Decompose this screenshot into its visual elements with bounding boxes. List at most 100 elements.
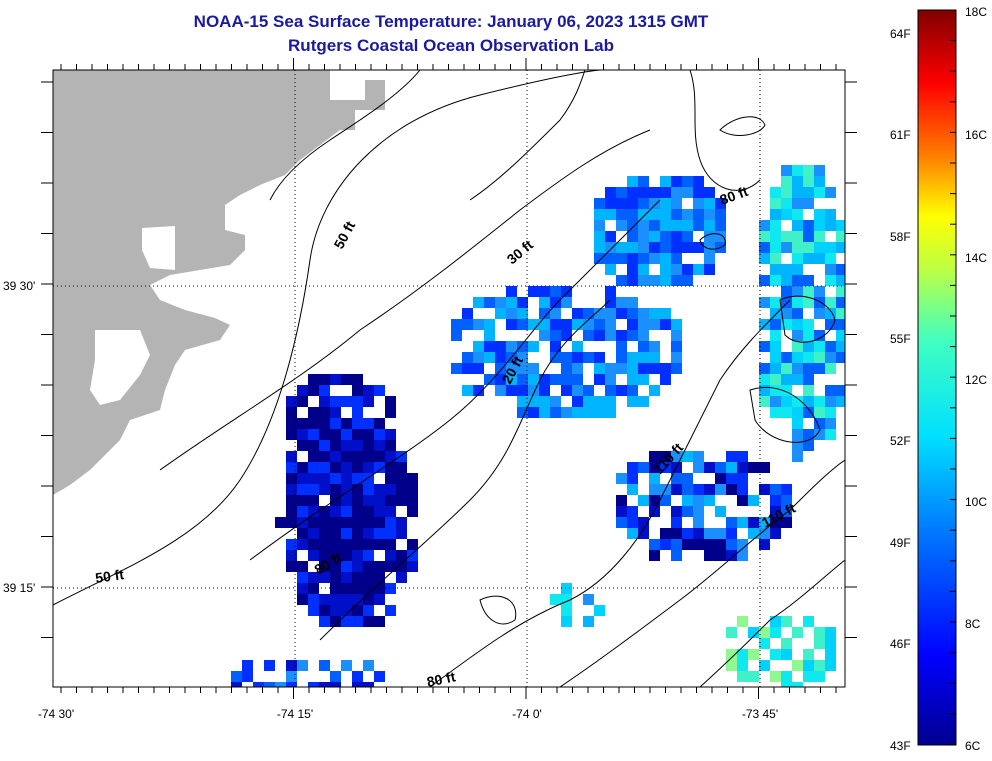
sst-pixel: [671, 275, 682, 286]
sst-pixel: [594, 319, 605, 330]
sst-pixel: [363, 473, 374, 484]
sst-pixel: [660, 176, 671, 187]
sst-pixel: [649, 308, 660, 319]
sst-pixel: [792, 253, 803, 264]
sst-pixel: [803, 319, 814, 330]
sst-pixel: [352, 495, 363, 506]
sst-pixel: [517, 308, 528, 319]
sst-pixel: [583, 308, 594, 319]
sst-pixel: [627, 517, 638, 528]
sst-pixel: [341, 594, 352, 605]
sst-pixel: [484, 352, 495, 363]
sst-pixel: [770, 506, 781, 517]
sst-pixel: [363, 495, 374, 506]
sst-pixel: [330, 495, 341, 506]
sst-pixel: [638, 330, 649, 341]
sst-pixel: [297, 396, 308, 407]
sst-pixel: [825, 649, 836, 660]
sst-pixel: [737, 473, 748, 484]
sst-pixel: [561, 616, 572, 627]
sst-pixel: [605, 297, 616, 308]
sst-pixel: [781, 374, 792, 385]
sst-pixel: [704, 495, 715, 506]
sst-pixel: [363, 539, 374, 550]
sst-pixel: [814, 209, 825, 220]
sst-pixel: [825, 341, 836, 352]
sst-pixel: [374, 418, 385, 429]
sst-pixel: [517, 385, 528, 396]
sst-pixel: [495, 363, 506, 374]
sst-pixel: [781, 231, 792, 242]
sst-pixel: [330, 539, 341, 550]
sst-pixel: [539, 396, 550, 407]
sst-pixel: [770, 264, 781, 275]
sst-pixel: [330, 462, 341, 473]
sst-pixel: [627, 374, 638, 385]
sst-pixel: [781, 297, 792, 308]
sst-pixel: [671, 198, 682, 209]
sst-pixel: [737, 660, 748, 671]
colorbar-fahrenheit-label: 61F: [890, 128, 911, 142]
sst-pixel: [550, 341, 561, 352]
grid-lines: [53, 70, 845, 687]
sst-pixel: [330, 418, 341, 429]
sst-pixel: [297, 572, 308, 583]
sst-pixel: [770, 649, 781, 660]
sst-pixel: [616, 495, 627, 506]
sst-pixel: [671, 330, 682, 341]
sst-pixel: [770, 528, 781, 539]
sst-pixel: [803, 429, 814, 440]
sst-pixel: [572, 308, 583, 319]
sst-pixel: [660, 275, 671, 286]
sst-pixel: [770, 242, 781, 253]
sst-pixel: [704, 264, 715, 275]
sst-pixel: [572, 319, 583, 330]
sst-pixel: [330, 407, 341, 418]
sst-pixel: [847, 297, 858, 308]
sst-pixel: [792, 165, 803, 176]
sst-pixel: [671, 319, 682, 330]
sst-pixel: [759, 319, 770, 330]
sst-pixel: [319, 616, 330, 627]
sst-pixel: [506, 308, 517, 319]
sst-pixel: [814, 407, 825, 418]
map-title: NOAA-15 Sea Surface Temperature: January…: [193, 12, 709, 31]
sst-pixel: [759, 297, 770, 308]
sst-pixel: [264, 682, 275, 687]
sst-pixel: [682, 451, 693, 462]
sst-pixel: [561, 407, 572, 418]
sst-pixel: [682, 176, 693, 187]
sst-pixel: [803, 242, 814, 253]
sst-pixel: [308, 682, 319, 687]
sst-pixel: [352, 671, 363, 682]
sst-pixel: [616, 242, 627, 253]
sst-pixel: [308, 407, 319, 418]
sst-pixel: [286, 484, 297, 495]
sst-pixel: [330, 473, 341, 484]
sst-pixel: [759, 275, 770, 286]
sst-pixel: [341, 396, 352, 407]
sst-pixel: [627, 385, 638, 396]
sst-pixel: [539, 407, 550, 418]
sst-pixel: [770, 198, 781, 209]
sst-pixel: [627, 319, 638, 330]
sst-pixel: [660, 319, 671, 330]
sst-pixel: [286, 517, 297, 528]
sst-pixel: [781, 407, 792, 418]
sst-pixel: [649, 198, 660, 209]
sst-pixel: [352, 429, 363, 440]
sst-pixel: [363, 506, 374, 517]
sst-pixel: [561, 330, 572, 341]
sst-pixel: [649, 473, 660, 484]
sst-pixel: [781, 187, 792, 198]
lat-label: 39 15': [3, 581, 35, 595]
sst-pixel: [396, 451, 407, 462]
sst-pixel: [704, 253, 715, 264]
sst-pixel: [781, 264, 792, 275]
sst-pixel: [803, 649, 814, 660]
sst-pixel: [704, 550, 715, 561]
sst-pixel: [825, 396, 836, 407]
sst-pixel: [319, 418, 330, 429]
sst-pixel: [803, 187, 814, 198]
sst-pixel: [396, 462, 407, 473]
